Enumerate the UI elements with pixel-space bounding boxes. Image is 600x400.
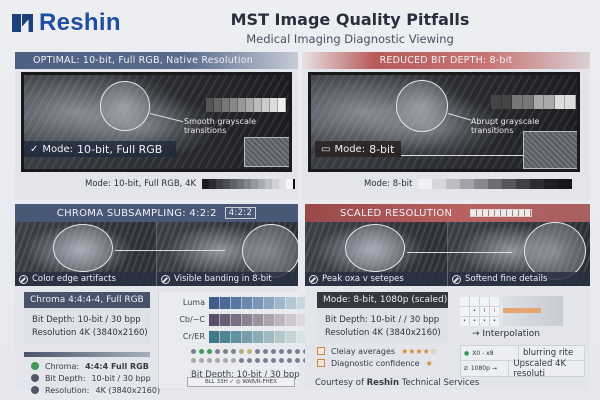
panel-optimal: OPTIMAL: 10-bit, Full RGB, Native Resolu… (15, 52, 298, 200)
panel-reduced: REDUCED BIT DEPTH: 8-bit Abrupt grayscal… (302, 52, 590, 200)
optimal-banner: OPTIMAL: 10-bit, Full RGB, Native Resolu… (15, 52, 298, 69)
scaled-image-left: Peak oxa v setepes (305, 222, 447, 286)
status-icon (31, 386, 39, 394)
reduced-mode-row: Mode: 8-bit (364, 179, 573, 189)
reduced-xray-screen: Abrupt grayscale transitions ▭ Mode: 8-b… (308, 72, 580, 172)
prohibited-icon (19, 274, 28, 284)
prohibited-icon (452, 274, 461, 284)
status-icon (31, 374, 39, 382)
check-resolution: Resolution: 4K (3840x2160) (31, 384, 160, 396)
interpolation-label: Interpolation (482, 329, 541, 339)
checkbox-icon (317, 359, 325, 367)
whatsapp-like-icon: ● (464, 349, 470, 357)
callout-abrupt: Abrupt grayscale transitions (471, 117, 540, 135)
reduced-banner: REDUCED BIT DEPTH: 8-bit (302, 52, 590, 69)
optimal-mode-badge: ✓ Mode: 10-bit, Full RGB (24, 141, 176, 157)
panel-chroma: CHROMA SUBSAMPLING: 4:2:2 4:2:2 Color ed… (15, 204, 319, 395)
resolution-bar-icon (470, 209, 533, 217)
grayscale-ramp-stepped (491, 95, 576, 109)
check-ok-icon (31, 362, 39, 370)
star-rating: ★ (425, 358, 433, 368)
scaled-ratings: Cleiay averages ★★★★☆ Diagnostic confiden… (317, 345, 437, 369)
scale-icon: ⧄ (464, 364, 468, 372)
check-icon: ✓ (30, 143, 39, 155)
chroma-checklist: Chroma: 4:4:4 Full RGB Bit Depth: 10-bit /… (31, 360, 160, 396)
detail-inset (244, 137, 289, 167)
grayscale-ramp-smooth (206, 98, 286, 112)
callout-smooth: Smooth grayscale transitions (184, 117, 257, 135)
pixel-grid: • i i • • • • (460, 296, 499, 326)
prohibited-icon (161, 274, 170, 284)
scaled-image-right: Softend fine details (447, 222, 590, 286)
check-chroma: Chroma: 4:4:4 Full RGB (31, 360, 160, 372)
optimal-xray-screen: Smooth grayscale transitions ✓ Mode: 10-… (21, 72, 292, 172)
check-bit-depth: Bit Depth: 10-bit / 30 bpp (31, 372, 160, 384)
grid-caption: Bit Depth: 10-bit / 30 bpp (191, 370, 300, 380)
scaled-spec-card: Mode: 8-bit, 1080p (scaled) Bit Depth: 1… (317, 292, 448, 342)
interpolation-diagram: • i i • • • • → Interpolation (460, 296, 563, 339)
footer-credit: Courtesy of Reshin Technical Services (315, 378, 480, 388)
star-rating: ★★★★☆ (401, 346, 437, 356)
checkbox-icon (317, 347, 325, 355)
chroma-banner: CHROMA SUBSAMPLING: 4:2:2 4:2:2 (15, 204, 298, 222)
chroma-spec-card: Chroma 4:4:4-4, Full RGB Bit Depth: 10-b… (24, 292, 150, 344)
grayscale-scale-10bit (202, 179, 296, 189)
chroma-image-right: Visible banding in 8-bit (156, 222, 298, 286)
chroma-image-left: Color edge artifacts (15, 222, 156, 286)
detail-inset (523, 131, 577, 169)
scaled-compare-strip: Peak oxa v setepes Softend fine details (305, 222, 590, 286)
scaled-info-table: ● X0 - x8 blurring rite ⧄ 1080p → Upscaled 4… (460, 345, 585, 379)
rating-averages: Cleiay averages ★★★★☆ (317, 345, 437, 357)
brand-logo: Reshin (12, 9, 121, 37)
page-title: MST Image Quality Pitfalls (230, 10, 470, 29)
brand-name: Reshin (39, 9, 121, 36)
magnifier-lens (100, 81, 150, 131)
caption-softened: Softend fine details (448, 272, 590, 286)
optimal-mode-row: Mode: 10-bit, Full RGB, 4K (85, 179, 296, 189)
reshin-logo-icon (12, 14, 34, 32)
chroma-sample-grid: Luma Cb/~C Cr/ER Bit Depth: 10-bit / 30 … (163, 294, 319, 380)
scaled-banner: SCALED RESOLUTION (305, 204, 590, 222)
chroma-tag: 4:2:2 (224, 207, 257, 219)
prohibited-icon (309, 274, 318, 284)
caption-peak: Peak oxa v setepes (305, 272, 447, 286)
reduced-mode-badge: ▭ Mode: 8-bit (315, 141, 401, 157)
small-status-bar: BLL 33H ✓ ◎ WAB/R-FHEX (187, 377, 295, 387)
display-icon: ▭ (321, 143, 331, 155)
page-subtitle: Medical Imaging Diagnostic Viewing (246, 32, 454, 46)
grayscale-scale-8bit (418, 179, 573, 189)
panel-scaled: SCALED RESOLUTION Peak oxa v setepes Sof… (305, 204, 590, 390)
caption-banding: Visible banding in 8-bit (157, 272, 298, 286)
caption-color-edge: Color edge artifacts (15, 272, 156, 286)
upscaled-preview (503, 296, 563, 326)
rating-confidence: Diagnostic confidence ★ (317, 357, 437, 369)
magnifier-lens (396, 80, 448, 132)
chroma-compare-strip: Color edge artifacts Visible banding in … (15, 222, 298, 286)
